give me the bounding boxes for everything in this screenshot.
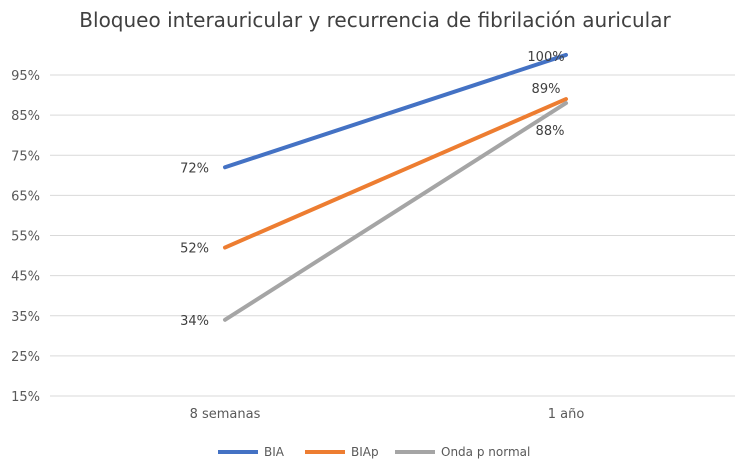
y-tick-label: 15% bbox=[11, 390, 40, 405]
series-line-bia bbox=[223, 52, 568, 170]
y-tick-label: 45% bbox=[11, 270, 40, 285]
y-tick-label: 55% bbox=[11, 230, 40, 245]
data-label: 100% bbox=[527, 50, 564, 65]
series-line-onda-p-normal bbox=[223, 101, 568, 322]
legend-label: BIAp bbox=[351, 445, 379, 459]
data-label: 34% bbox=[180, 314, 209, 329]
legend-label: BIA bbox=[264, 445, 285, 459]
y-tick-label: 85% bbox=[11, 109, 40, 124]
data-label: 88% bbox=[536, 124, 565, 139]
data-label: 89% bbox=[532, 82, 561, 97]
series-line-biap bbox=[223, 97, 568, 250]
x-tick-label: 1 año bbox=[548, 407, 585, 422]
data-label: 52% bbox=[180, 242, 209, 257]
legend-label: Onda p normal bbox=[441, 445, 530, 459]
y-tick-label: 35% bbox=[11, 310, 40, 325]
y-tick-label: 75% bbox=[11, 149, 40, 164]
data-label: 72% bbox=[180, 161, 209, 176]
y-tick-label: 95% bbox=[11, 69, 40, 84]
x-tick-label: 8 semanas bbox=[190, 407, 261, 422]
y-tick-label: 65% bbox=[11, 189, 40, 204]
y-tick-label: 25% bbox=[11, 350, 40, 365]
chart-title: Bloqueo interauricular y recurrencia de … bbox=[79, 8, 671, 32]
